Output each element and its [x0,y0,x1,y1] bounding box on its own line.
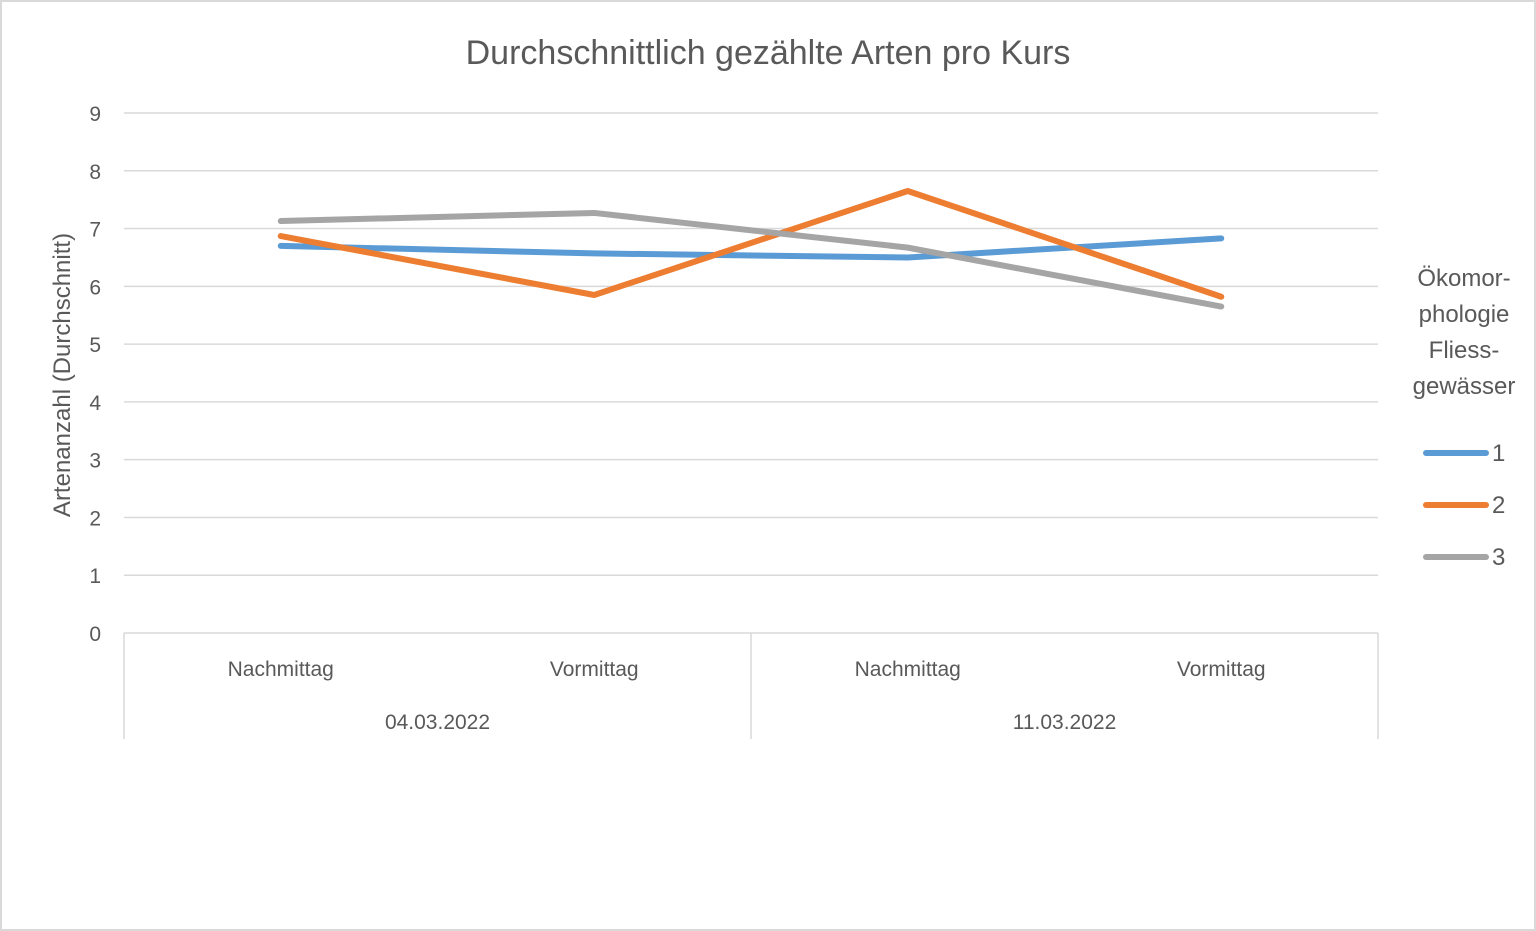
legend: Ökomor-phologie Fliess-gewässer 1 2 3 [1413,265,1516,571]
y-tick-label: 0 [89,623,101,646]
legend-label: 3 [1492,544,1505,571]
y-tick-label: 1 [89,565,101,588]
x-tick-label: Nachmittag [855,658,961,681]
x-group-label: 11.03.2022 [1013,711,1117,734]
y-tick-label: 3 [89,450,101,473]
y-tick-label: 5 [89,334,101,357]
series-lines [277,188,1225,310]
series-line-1 [277,235,1225,261]
y-tick-label: 7 [89,219,101,242]
y-tick-label: 6 [89,276,101,299]
legend-title-line: Fliess- [1429,337,1500,364]
legend-title-line: Ökomor- [1417,265,1510,292]
y-tick-label: 4 [89,392,101,415]
chart-title: Durchschnittlich gezählte Arten pro Kurs [466,34,1071,72]
x-tick-label: Vormittag [550,658,639,681]
legend-label: 1 [1492,440,1505,467]
y-tick-label: 2 [89,507,101,530]
x-axis [123,632,1379,739]
series-line-3 [277,209,1225,310]
legend-title-line: phologie [1419,301,1510,328]
y-tick-label: 9 [89,103,101,126]
gridlines [124,112,1378,576]
x-axis-labels: Nachmittag Vormittag Nachmittag Vormittag 04… [228,658,1266,734]
legend-label: 2 [1492,492,1505,519]
y-axis-title: Artenanzahl (Durchschnitt) [49,233,76,517]
x-tick-label: Vormittag [1177,658,1266,681]
x-tick-label: Nachmittag [228,658,334,681]
series-line-2 [277,188,1225,300]
x-group-label: 04.03.2022 [385,711,490,734]
y-tick-label: 8 [89,161,101,184]
y-axis-ticks: 0 1 2 3 4 5 6 7 8 9 [89,103,101,646]
legend-title-line: gewässer [1413,373,1516,400]
